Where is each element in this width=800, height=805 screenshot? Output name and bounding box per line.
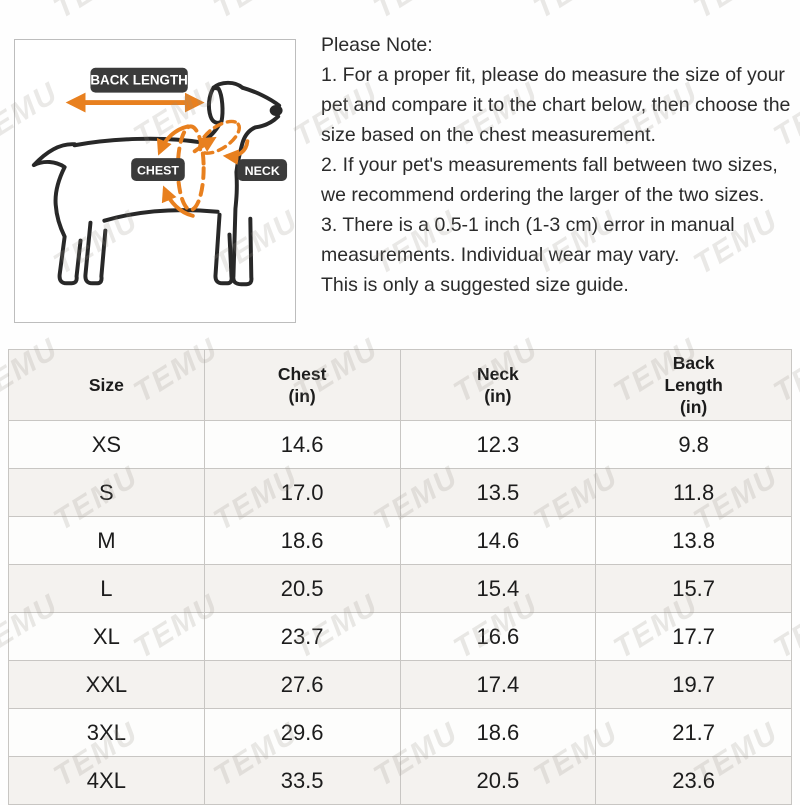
size-cell: 4XL	[8, 756, 205, 805]
chest-arrow-top-left	[156, 124, 190, 156]
watermark-text: TEMU	[48, 0, 145, 26]
size-cell: S	[8, 468, 205, 517]
column-header-line: (in)	[680, 397, 708, 417]
diagram-labels: BACK LENGTH CHEST NECK	[90, 67, 288, 181]
neck-cell: 17.4	[399, 660, 597, 709]
table-row: XXL 27.6 17.4 19.7	[8, 660, 792, 709]
watermark-text: TEMU	[368, 0, 465, 26]
chest-arrow-top-right	[192, 136, 217, 154]
chest-cell: 29.6	[203, 708, 401, 757]
watermark-text: TEMU	[528, 0, 625, 26]
column-header-line: Chest	[277, 364, 327, 384]
size-cell: M	[8, 516, 205, 565]
size-cell: L	[8, 564, 205, 613]
back-length-label: BACK LENGTH	[90, 73, 187, 88]
dog-outline	[31, 80, 283, 287]
back-length-cell: 11.8	[595, 468, 792, 517]
chest-cell: 27.6	[203, 660, 401, 709]
column-header-line: Size	[88, 375, 124, 395]
column-header: Back Length (in)	[595, 349, 792, 421]
column-header-line: (in)	[288, 386, 316, 406]
table-row: 4XL 33.5 20.5 23.6	[8, 756, 792, 805]
column-header-line: Neck	[476, 364, 519, 384]
note-line-1: 1. For a proper fit, please do measure t…	[321, 64, 791, 146]
note-line-4: This is only a suggested size guide.	[321, 274, 629, 296]
chest-arrow-bottom	[161, 185, 195, 218]
size-table-header: Size Chest (in) Neck (in) Back Length (in)	[8, 349, 792, 421]
column-header: Chest (in)	[203, 349, 401, 421]
note-line-2: 2. If your pet's measurements fall betwe…	[321, 154, 778, 206]
table-row: M 18.6 14.6 13.8	[8, 516, 792, 565]
table-row: S 17.0 13.5 11.8	[8, 468, 792, 517]
dog-illustration: BACK LENGTH CHEST NECK	[31, 67, 288, 287]
neck-cell: 12.3	[399, 420, 597, 469]
column-header: Neck (in)	[399, 349, 597, 421]
back-length-cell: 13.8	[595, 516, 792, 565]
neck-arrow	[222, 139, 250, 166]
column-header-line: Length	[664, 375, 723, 395]
dog-nose	[269, 105, 283, 116]
chest-cell: 20.5	[203, 564, 401, 613]
note-title: Please Note:	[321, 34, 433, 56]
column-header: Size	[8, 349, 205, 421]
chest-cell: 17.0	[203, 468, 401, 517]
size-cell: XXL	[8, 660, 205, 709]
header-row: Size Chest (in) Neck (in) Back Length (in)	[8, 349, 792, 421]
back-length-cell: 9.8	[595, 420, 792, 469]
dog-ear	[206, 85, 225, 125]
note-line-3: 3. There is a 0.5-1 inch (1-3 cm) error …	[321, 214, 735, 266]
table-row: 3XL 29.6 18.6 21.7	[8, 708, 792, 757]
column-header-line: Back	[672, 353, 715, 373]
column-header-line: (in)	[484, 386, 512, 406]
back-length-cell: 15.7	[595, 564, 792, 613]
size-table: Size Chest (in) Neck (in) Back Length (in) XS 14…	[8, 349, 792, 805]
note-section: Please Note: 1. For a proper fit, please…	[321, 30, 794, 300]
chest-label-box	[131, 158, 185, 181]
chest-cell: 14.6	[203, 420, 401, 469]
measurement-diagram: BACK LENGTH CHEST NECK	[14, 39, 296, 323]
dog-tail	[31, 142, 83, 286]
neck-cell: 15.4	[399, 564, 597, 613]
neck-label-box	[237, 159, 288, 181]
neck-cell: 13.5	[399, 468, 597, 517]
back-length-cell: 19.7	[595, 660, 792, 709]
size-cell: XS	[8, 420, 205, 469]
table-row: L 20.5 15.4 15.7	[8, 564, 792, 613]
watermark-text: TEMU	[688, 0, 785, 26]
chest-cell: 18.6	[203, 516, 401, 565]
back-length-cell: 23.6	[595, 756, 792, 805]
neck-label: NECK	[245, 164, 280, 178]
neck-cell: 18.6	[399, 708, 597, 757]
chest-cell: 23.7	[203, 612, 401, 661]
neck-cell: 14.6	[399, 516, 597, 565]
back-length-label-box	[90, 67, 188, 93]
size-cell: 3XL	[8, 708, 205, 757]
back-length-cell: 17.7	[595, 612, 792, 661]
chest-label: CHEST	[137, 164, 179, 178]
size-cell: XL	[8, 612, 205, 661]
neck-cell: 16.6	[399, 612, 597, 661]
size-table-body: XS 14.6 12.3 9.8 S 17.0 13.5 11.8 M 18.6 14.6 13.8 L…	[8, 420, 792, 805]
back-length-cell: 21.7	[595, 708, 792, 757]
watermark-text: TEMU	[208, 0, 305, 26]
table-row: XL 23.7 16.6 17.7	[8, 612, 792, 661]
chest-cell: 33.5	[203, 756, 401, 805]
table-row: XS 14.6 12.3 9.8	[8, 420, 792, 469]
neck-cell: 20.5	[399, 756, 597, 805]
